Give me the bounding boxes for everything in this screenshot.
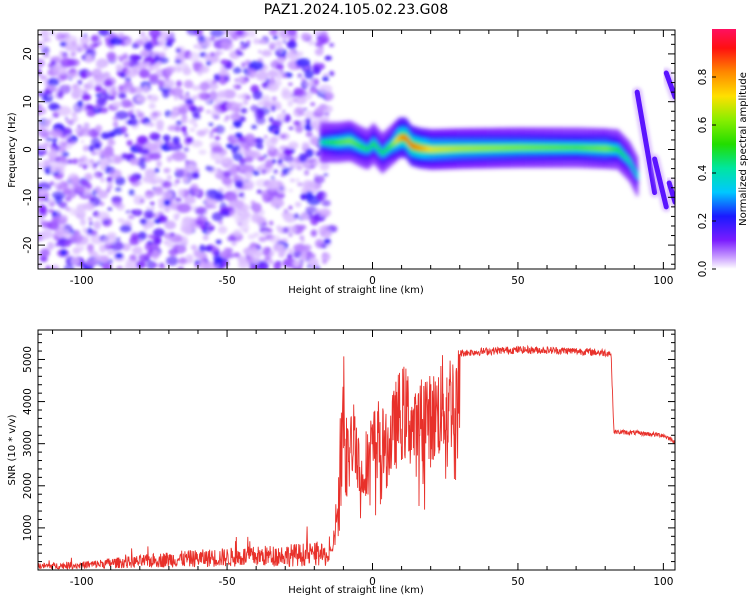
snr-xlabel: Height of straight line (km) (288, 585, 424, 596)
streak (663, 70, 675, 100)
y-tick-label: 0 (22, 146, 34, 153)
snr-panel: -100 -50 0 50 100 1000 2000 3000 4000 5000 Height… (7, 329, 676, 596)
snr-ticks: -100 -50 0 50 100 1000 2000 3000 4000 5000 (22, 330, 675, 588)
x-tick-label: 50 (511, 576, 524, 588)
colorbar-gradient (712, 29, 736, 269)
streak (634, 89, 658, 196)
x-tick-label: 0 (369, 275, 376, 287)
y-tick-label: 20 (22, 47, 34, 60)
x-tick-label: -100 (70, 275, 94, 287)
streak (666, 180, 675, 205)
colorbar-ticks: 0.0 0.2 0.4 0.6 0.8 (697, 69, 716, 278)
colorbar-tick-label: 0.4 (697, 164, 709, 181)
spectrogram-xlabel: Height of straight line (km) (288, 285, 424, 296)
colorbar-label: Normalized spectral amplitude (738, 72, 749, 226)
y-tick-label: 4000 (22, 388, 34, 415)
colorbar-tick-label: 0.6 (697, 116, 709, 133)
noise-cloud (38, 30, 338, 269)
snr-ylabel: SNR (10 * v/v) (7, 414, 18, 485)
frequency-ridge (320, 117, 639, 197)
snr-frame (37, 329, 676, 571)
colorbar-tick-label: 0.8 (697, 69, 709, 86)
x-tick-label: 50 (511, 275, 524, 287)
x-tick-label: 100 (653, 576, 673, 588)
colorbar-tick-label: 0.0 (697, 261, 709, 278)
x-tick-label: -50 (218, 576, 235, 588)
snr-series-line (38, 344, 675, 570)
y-tick-label: 5000 (22, 346, 34, 373)
x-tick-label: 100 (653, 275, 673, 287)
x-tick-label: -100 (70, 576, 94, 588)
y-tick-label: -10 (22, 189, 34, 206)
x-tick-label: 0 (369, 576, 376, 588)
streak (652, 156, 669, 210)
y-tick-label: 10 (22, 95, 34, 108)
y-tick-label: 2000 (22, 472, 34, 499)
spectrogram-ylabel: Frequency (Hz) (7, 112, 18, 188)
x-tick-label: -50 (218, 275, 235, 287)
colorbar: 0.0 0.2 0.4 0.6 0.8 Normalized spectral ampl… (697, 29, 749, 277)
y-tick-label: 3000 (22, 430, 34, 457)
figure-title: PAZ1.2024.105.02.23.G08 (264, 2, 449, 18)
y-tick-label: 1000 (22, 515, 34, 542)
side-streaks (632, 68, 675, 212)
colorbar-tick-label: 0.2 (697, 213, 709, 230)
y-tick-label: -20 (22, 237, 34, 254)
